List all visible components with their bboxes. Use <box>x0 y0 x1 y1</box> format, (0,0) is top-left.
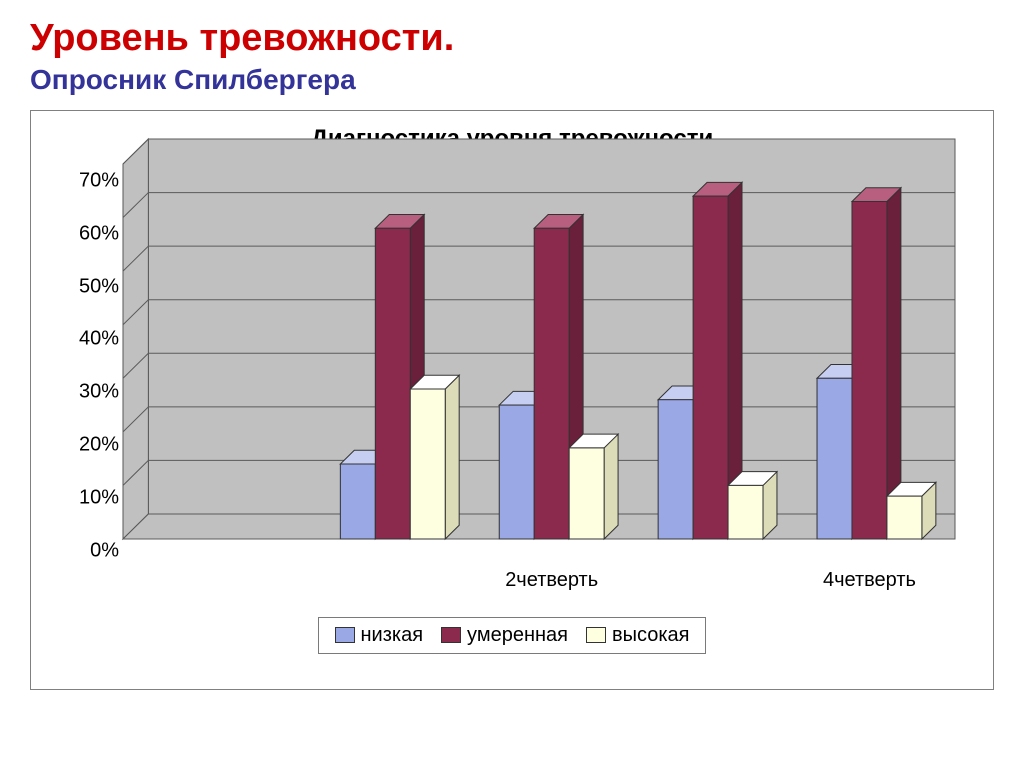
chart-svg <box>123 164 955 564</box>
page-title-main: Уровень тревожности. <box>30 18 994 60</box>
y-tick-label: 20% <box>79 434 119 457</box>
legend-label: высокая <box>612 624 690 647</box>
legend-item: высокая <box>586 624 690 647</box>
y-tick-label: 50% <box>79 275 119 298</box>
legend-swatch <box>335 627 355 643</box>
y-tick-label: 40% <box>79 328 119 351</box>
y-tick-label: 60% <box>79 222 119 245</box>
x-tick-label: 4четверть <box>799 569 939 592</box>
legend-swatch <box>441 627 461 643</box>
slide: Уровень тревожности. Опросник Спилбергер… <box>0 0 1024 768</box>
x-tick-label: 2четверть <box>482 569 622 592</box>
y-tick-label: 10% <box>79 486 119 509</box>
y-tick-label: 30% <box>79 381 119 404</box>
legend-item: низкая <box>335 624 424 647</box>
legend-label: умеренная <box>467 624 568 647</box>
y-axis-labels: 0%10%20%30%40%50%60%70% <box>59 181 119 551</box>
chart-container: Диагностика уровня тревожности 0%10%20%3… <box>30 110 994 690</box>
page-title-sub: Опросник Спилбергера <box>30 64 994 96</box>
legend: низкая умеренная высокая <box>318 617 707 654</box>
legend-swatch <box>586 627 606 643</box>
x-axis-labels: 2четверть 4четверть <box>123 569 955 599</box>
legend-item: умеренная <box>441 624 568 647</box>
y-tick-label: 0% <box>90 539 119 562</box>
y-tick-label: 70% <box>79 169 119 192</box>
legend-label: низкая <box>361 624 424 647</box>
plot-area: 0%10%20%30%40%50%60%70% 2четверть4четвер… <box>123 169 955 539</box>
